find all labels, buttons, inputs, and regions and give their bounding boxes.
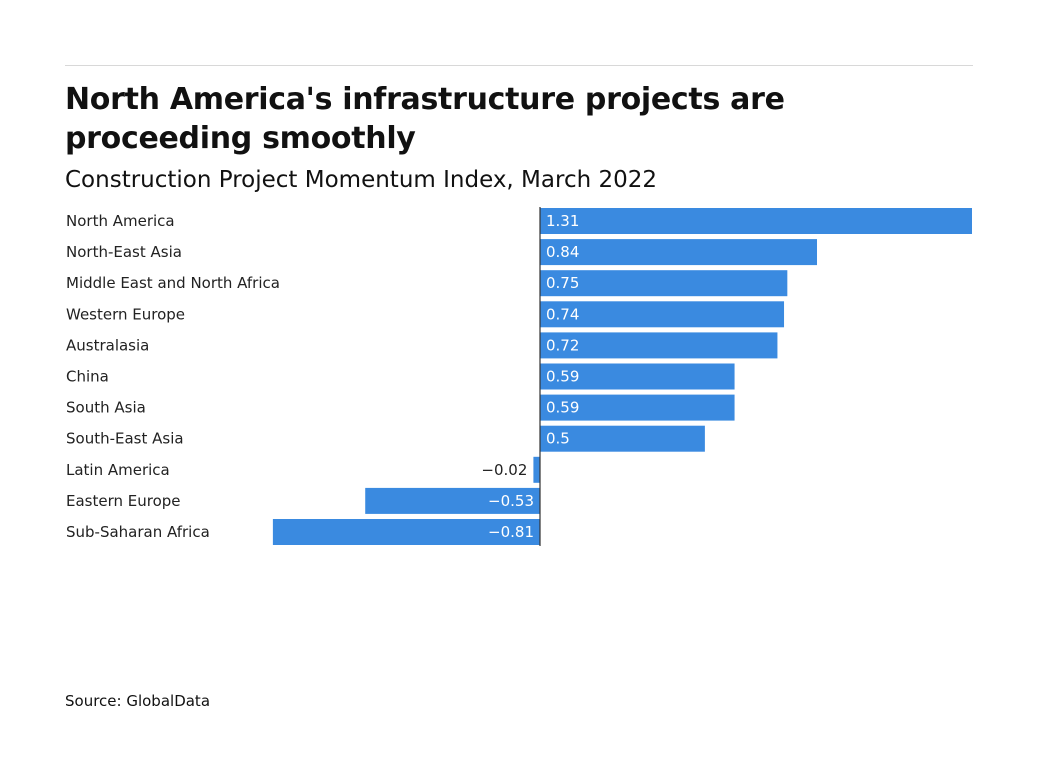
data-label: 0.74	[546, 305, 579, 323]
bar	[540, 301, 785, 328]
data-label: 0.84	[546, 243, 579, 261]
category-label: Western Europe	[66, 305, 185, 323]
category-label: South-East Asia	[66, 430, 184, 448]
bar	[272, 519, 540, 545]
category-label: Australasia	[66, 336, 149, 354]
bar	[540, 363, 735, 390]
data-label: 0.59	[546, 368, 579, 386]
bar	[533, 456, 540, 483]
bar	[540, 425, 705, 452]
data-label: 0.72	[546, 336, 579, 354]
category-label: Middle East and North Africa	[66, 274, 280, 292]
data-label: 0.5	[546, 430, 570, 448]
category-label: Latin America	[66, 461, 170, 479]
bar	[540, 208, 972, 234]
category-label: Sub-Saharan Africa	[66, 523, 210, 541]
category-label: South Asia	[66, 399, 146, 417]
data-label: 0.75	[546, 274, 579, 292]
chart-subtitle: Construction Project Momentum Index, Mar…	[65, 167, 658, 193]
data-label: 0.59	[546, 399, 579, 417]
category-label: North-East Asia	[66, 243, 182, 261]
bar	[540, 394, 735, 421]
bar	[540, 332, 778, 359]
source-note: Source: GlobalData	[65, 692, 211, 710]
bar	[540, 239, 818, 266]
chart-title: North America's infrastructure projects …	[65, 82, 785, 156]
top-rule	[65, 65, 973, 66]
category-label: China	[66, 368, 109, 386]
category-label: North America	[66, 212, 175, 230]
bar	[540, 270, 788, 297]
category-label: Eastern Europe	[66, 492, 181, 510]
data-label: −0.02	[481, 461, 527, 479]
data-label: 1.31	[546, 212, 579, 230]
data-label: −0.81	[488, 523, 534, 541]
data-label: −0.53	[488, 492, 534, 510]
bar	[365, 487, 540, 514]
